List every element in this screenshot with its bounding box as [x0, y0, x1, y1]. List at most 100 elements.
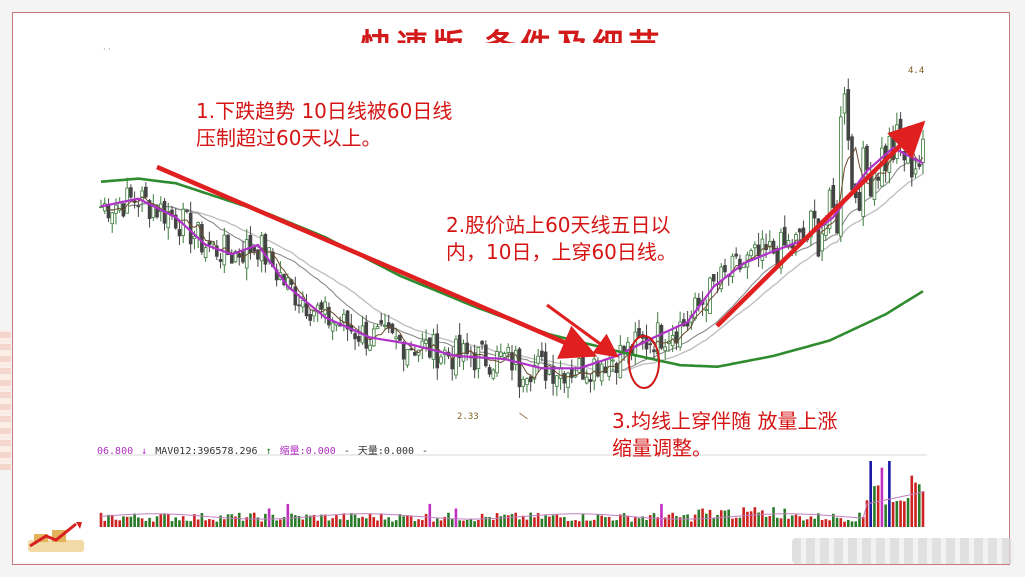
candle-body [151, 205, 156, 218]
volume-bar [346, 519, 349, 527]
candle-body [200, 224, 204, 253]
volume-bar [536, 512, 540, 527]
candle-body [611, 359, 615, 362]
candle-body [525, 378, 529, 386]
volume-bar [675, 516, 678, 527]
pointer-arrow [546, 303, 619, 358]
volume-bar [805, 519, 809, 527]
candle-body [913, 168, 918, 175]
candle-body [229, 254, 234, 264]
volume-bar [570, 520, 574, 527]
volume-bar [237, 512, 241, 527]
volume-bar [813, 518, 816, 527]
volume-bar [858, 512, 861, 527]
volume-bar [223, 519, 226, 527]
candle-body [454, 338, 458, 376]
volume-bar [424, 513, 428, 527]
candle-body [842, 93, 847, 114]
volume-bar [107, 514, 110, 527]
chart-control[interactable]: · · [103, 45, 111, 54]
volume-bar [174, 517, 178, 527]
volume-bar [693, 514, 697, 527]
candle-body [413, 352, 417, 356]
volume-bar [387, 517, 390, 527]
volume-bar [910, 475, 914, 527]
candle-body [704, 309, 709, 311]
volume-bar [514, 512, 518, 527]
volume-bar [402, 516, 405, 527]
candle-body [895, 124, 899, 159]
volume-bar [865, 500, 869, 527]
candle-body [368, 344, 372, 351]
volume-bar [279, 519, 282, 527]
volume-bar [297, 515, 301, 527]
candle-body [592, 358, 596, 382]
volume-bar [413, 521, 417, 527]
volume-bar [615, 520, 618, 527]
volume-bar [256, 517, 260, 527]
candle-body [540, 350, 544, 358]
volume-bar [775, 517, 779, 527]
volume-bar [604, 517, 607, 527]
volume-bar [637, 518, 641, 527]
candle-body [711, 274, 716, 282]
volume-bar [148, 517, 151, 527]
volume-bar [671, 512, 674, 527]
candle-body [626, 341, 630, 353]
volume-bar [518, 519, 521, 527]
candle-body [532, 364, 537, 380]
volume-bar [634, 517, 637, 527]
candle-body [566, 372, 570, 388]
annotation-2-line-2: 内，10日，上穿60日线。 [446, 240, 677, 264]
up-arrow-icon: ↑ [265, 446, 272, 457]
volume-bar [260, 521, 263, 527]
volume-bar [794, 514, 798, 527]
ma10-line [100, 146, 924, 370]
candle-body [917, 163, 922, 167]
candle-body [708, 277, 712, 314]
candle-body [357, 335, 361, 342]
stock-chart [97, 43, 927, 528]
candle-body [809, 210, 813, 238]
volume-bar [731, 518, 734, 527]
candle-body [846, 89, 851, 141]
volume-bar [880, 467, 884, 527]
volume-bar [211, 519, 215, 527]
volume-bar [645, 519, 648, 527]
volume-bar [163, 513, 166, 527]
candle-body [756, 244, 761, 257]
volume-bar [338, 519, 342, 527]
volume-bar [667, 514, 671, 527]
volume-bar [432, 521, 435, 527]
vol-left-value: 06.800 [97, 446, 134, 457]
candle-body [215, 245, 219, 257]
low-price-label: 2.33 [457, 412, 479, 422]
volume-bar [611, 520, 615, 527]
candle-body [495, 351, 499, 374]
candle-body [678, 321, 682, 348]
volume-bar [391, 521, 394, 527]
volume-bar [719, 510, 723, 527]
volume-bar [772, 507, 775, 527]
candle-body [256, 249, 260, 260]
volume-bar [746, 511, 749, 527]
candle-body [517, 348, 522, 388]
volume-bar [563, 516, 566, 527]
volume-bar [596, 514, 600, 527]
candle-body [487, 367, 492, 375]
volume-bar [716, 514, 719, 527]
candle-body [312, 310, 316, 317]
volume-bar [761, 510, 764, 527]
candle-body [831, 185, 836, 208]
volume-bar [305, 514, 308, 527]
candle-body [383, 325, 387, 327]
volume-bar [484, 516, 488, 527]
volume-bar [704, 513, 708, 527]
volume-bar [376, 520, 379, 527]
logo-icon [28, 522, 84, 552]
candle-body [827, 189, 832, 229]
volume-bar [888, 461, 891, 527]
volume-bar [166, 514, 170, 527]
volume-bar [293, 515, 297, 527]
candle-body [768, 241, 772, 248]
